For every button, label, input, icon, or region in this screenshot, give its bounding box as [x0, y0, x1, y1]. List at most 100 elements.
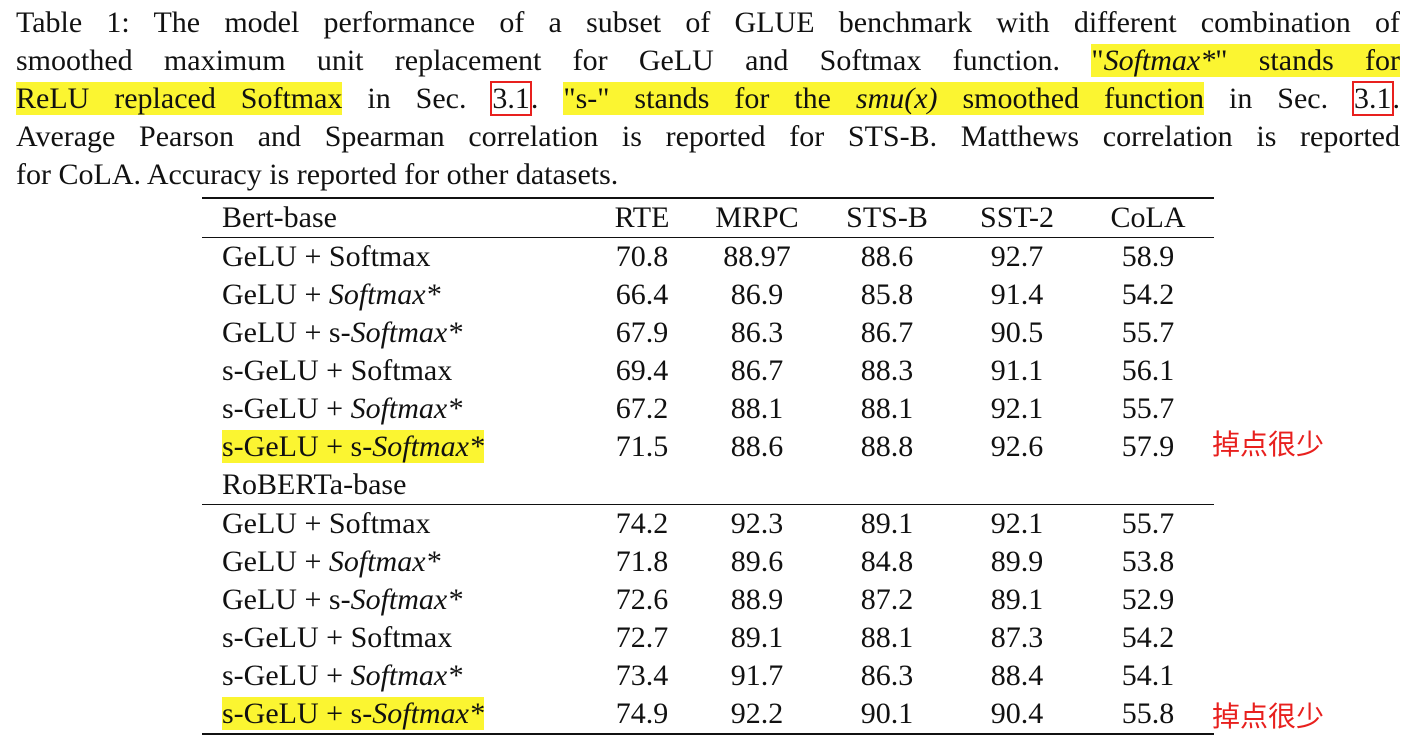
- row-label: GeLU + Softmax*: [202, 543, 592, 581]
- table-row: GeLU + s-Softmax* 67.9 86.3 86.7 90.5 55.7: [202, 314, 1214, 352]
- row-label-math: Softmax*: [350, 583, 463, 616]
- row-label-prefix: s-GeLU + s-: [222, 430, 373, 463]
- table-cell: 88.6: [860, 240, 914, 273]
- table-header-row: Bert-base RTE MRPC STS-B SST-2 CoLA: [202, 197, 1214, 238]
- row-label-math: Softmax*: [372, 430, 484, 463]
- row-label-math: Softmax*: [350, 392, 463, 425]
- table-cell: 54.1: [1121, 659, 1175, 692]
- caption-text: smoothed function: [937, 82, 1205, 115]
- row-label-math: Softmax*: [372, 697, 484, 730]
- table-cell: 71.8: [615, 545, 669, 578]
- row-label-name: Softmax: [350, 354, 453, 387]
- row-label: s-GeLU + s-Softmax*: [202, 428, 592, 466]
- table-cell: 88.8: [860, 430, 914, 463]
- table-cell: 90.4: [952, 695, 1082, 735]
- table-cell: 52.9: [1121, 583, 1175, 616]
- roberta-section: GeLU + Softmax 74.2 92.3 89.1 92.1 55.7 GeLU +…: [202, 505, 1214, 735]
- table-cell: 92.1: [990, 507, 1044, 540]
- table-cell: 53.8: [1121, 545, 1175, 578]
- table-cell: 92.2: [692, 695, 822, 735]
- row-label-prefix: s-GeLU + s-: [222, 697, 373, 730]
- caption-text: .: [1392, 82, 1401, 115]
- table-cell: 88.4: [990, 659, 1044, 692]
- annotation-note-bert: 掉点很少: [1212, 428, 1325, 461]
- empty-cell: [1082, 466, 1214, 505]
- table-cell: 89.1: [860, 507, 914, 540]
- annotation-note-roberta: 掉点很少: [1212, 700, 1325, 733]
- math-smu: smu(x): [855, 82, 938, 115]
- table-row: GeLU + Softmax 74.2 92.3 89.1 92.1 55.7: [202, 505, 1214, 544]
- section-ref-link[interactable]: 3.1: [490, 81, 532, 116]
- highlight-softmax-star: "Softmax*" stands for: [1091, 44, 1400, 77]
- table-cell: 92.3: [730, 507, 784, 540]
- table-cell: 88.9: [730, 583, 784, 616]
- table-cell: 72.7: [615, 621, 669, 654]
- row-label-math: Softmax*: [328, 278, 441, 311]
- table-cell: 67.2: [615, 392, 669, 425]
- header-cola: CoLA: [1082, 197, 1214, 238]
- row-label-text: GeLU + Softmax*: [222, 278, 441, 311]
- table-row: s-GeLU + Softmax 72.7 89.1 88.1 87.3 54.2: [202, 619, 1214, 657]
- row-label-text: GeLU + Softmax*: [222, 545, 441, 578]
- row-label: GeLU + Softmax: [202, 238, 592, 277]
- row-label: s-GeLU + Softmax: [202, 352, 592, 390]
- caption-line-1: Table 1: The model performance of a subs…: [16, 6, 1400, 39]
- quote: ": [1091, 44, 1104, 77]
- row-label-prefix: GeLU +: [222, 278, 329, 311]
- table-cell: 72.6: [615, 583, 669, 616]
- row-label-prefix: s-GeLU +: [222, 659, 351, 692]
- table-row: GeLU + Softmax* 71.8 89.6 84.8 89.9 53.8: [202, 543, 1214, 581]
- caption-line-3: ReLU replaced Softmax in Sec. 3.1. "s-" …: [16, 80, 1400, 118]
- table-row: s-GeLU + Softmax 69.4 86.7 88.3 91.1 56.1: [202, 352, 1214, 390]
- row-label: GeLU + Softmax*: [202, 276, 592, 314]
- empty-cell: [952, 466, 1082, 505]
- table-cell: 56.1: [1121, 354, 1175, 387]
- table-cell: 54.2: [1121, 621, 1175, 654]
- table-cell: 92.6: [990, 430, 1044, 463]
- row-label-text: GeLU + Softmax: [222, 240, 431, 273]
- table-cell: 69.4: [615, 354, 669, 387]
- caption-text: in Sec.: [342, 82, 492, 115]
- table-cell: 88.1: [860, 621, 914, 654]
- table-cell: 86.3: [860, 659, 914, 692]
- table-row: GeLU + Softmax* 66.4 86.9 85.8 91.4 54.2: [202, 276, 1214, 314]
- table-cell: 74.9: [592, 695, 692, 735]
- table-row: s-GeLU + s-Softmax* 74.9 92.2 90.1 90.4 55.8: [202, 695, 1214, 735]
- table-cell: 89.1: [730, 621, 784, 654]
- caption-line-2: smoothed maximum unit replacement for Ge…: [16, 42, 1400, 80]
- highlight-smu: "s-" stands for the smu(x) smoothed func…: [563, 82, 1205, 115]
- header-bert-base: Bert-base: [202, 197, 592, 238]
- caption-text: smoothed maximum unit replacement for Ge…: [16, 44, 1061, 77]
- table-cell: 91.1: [990, 354, 1044, 387]
- table-cell: 84.8: [860, 545, 914, 578]
- table-cell: 66.4: [615, 278, 669, 311]
- table-cell: 91.4: [990, 278, 1044, 311]
- table-cell: 87.3: [990, 621, 1044, 654]
- table-cell: 67.9: [615, 316, 669, 349]
- table-cell: 86.9: [730, 278, 784, 311]
- row-label-text: s-GeLU + Softmax*: [222, 392, 462, 425]
- table-cell: 74.2: [615, 507, 669, 540]
- row-label-text: GeLU + s-Softmax*: [222, 583, 462, 616]
- row-label-math: Softmax*: [350, 316, 463, 349]
- table-cell: 88.1: [860, 392, 914, 425]
- caption-text: in Sec.: [1204, 82, 1354, 115]
- row-label: GeLU + s-Softmax*: [202, 314, 592, 352]
- table-cell: 92.7: [990, 240, 1044, 273]
- table-cell: 70.8: [615, 240, 669, 273]
- table-cell: 86.7: [860, 316, 914, 349]
- results-table: Bert-base RTE MRPC STS-B SST-2 CoLA GeLU…: [202, 197, 1214, 735]
- table-cell: 86.7: [730, 354, 784, 387]
- row-label-prefix: GeLU + s-: [222, 583, 351, 616]
- table-cell: 57.9: [1121, 430, 1175, 463]
- row-label-name: Softmax: [328, 507, 431, 540]
- table-cell: 55.8: [1082, 695, 1214, 735]
- row-label-name: Softmax: [328, 240, 431, 273]
- empty-cell: [592, 466, 692, 505]
- header-stsb: STS-B: [822, 197, 952, 238]
- row-label-prefix: GeLU +: [222, 507, 329, 540]
- row-label-text: s-GeLU + s-Softmax*: [222, 697, 484, 730]
- row-label-prefix: s-GeLU +: [222, 354, 351, 387]
- table-cell: 71.5: [615, 430, 669, 463]
- section-ref-link[interactable]: 3.1: [1352, 81, 1394, 116]
